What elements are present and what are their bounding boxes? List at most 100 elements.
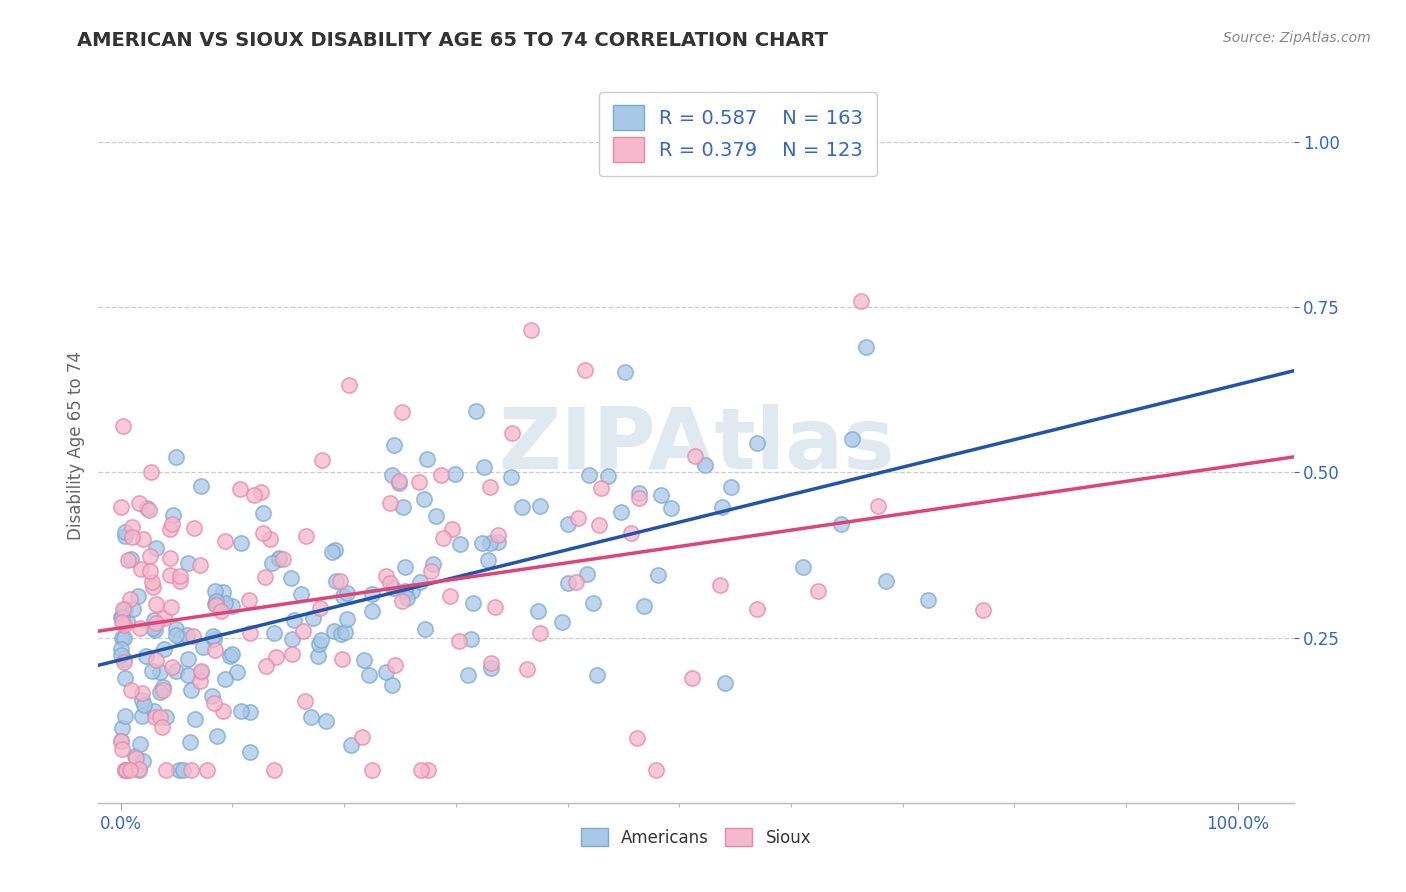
Point [413,491,436,506]
Point [529,626,551,640]
Point [501,425,523,440]
Point [112,631,135,645]
Point [114,708,136,723]
Point [114,525,136,540]
Point [588,518,610,533]
Point [479,535,502,549]
Point [131,709,153,723]
Point [557,575,579,590]
Point [381,467,404,482]
Point [439,590,461,604]
Point [457,668,479,682]
Point [121,530,143,544]
Point [432,531,454,545]
Point [745,602,768,616]
Point [683,449,706,463]
Point [311,632,333,647]
Point [190,664,212,678]
Point [201,690,224,704]
Point [311,453,333,467]
Point [281,648,304,662]
Point [111,721,134,735]
Point [160,659,183,673]
Point [582,596,605,610]
Point [112,655,135,669]
Point [479,661,502,675]
Point [214,533,236,548]
Point [382,438,405,452]
Point [394,583,416,598]
Point [281,632,304,647]
Point [323,624,346,638]
Point [315,714,337,729]
Point [391,405,413,419]
Point [209,604,232,618]
Point [378,576,401,591]
Point [479,656,502,670]
Point [264,649,287,664]
Point [361,763,384,777]
Point [479,479,502,493]
Point [202,696,225,710]
Point [152,610,174,624]
Point [115,763,138,777]
Point [129,737,152,751]
Point [135,649,157,664]
Point [375,665,398,680]
Point [138,503,160,517]
Point [132,698,155,712]
Point [917,592,939,607]
Point [465,404,488,418]
Point [165,628,187,642]
Point [409,575,432,590]
Point [408,475,430,490]
Point [239,705,262,719]
Point [290,587,312,601]
Point [195,763,218,777]
Point [167,763,190,777]
Point [155,710,177,724]
Point [141,466,163,480]
Point [387,476,409,491]
Point [143,624,166,638]
Point [120,552,142,566]
Point [375,569,398,583]
Point [118,763,141,777]
Point [394,560,416,574]
Point [211,704,233,718]
Point [444,467,467,481]
Text: AMERICAN VS SIOUX DISABILITY AGE 65 TO 74 CORRELATION CHART: AMERICAN VS SIOUX DISABILITY AGE 65 TO 7… [77,31,828,50]
Point [550,615,572,629]
Point [131,562,153,576]
Point [627,491,650,505]
Point [205,594,228,608]
Point [486,535,509,549]
Point [972,603,994,617]
Point [176,556,198,570]
Point [159,551,181,566]
Point [323,543,346,558]
Point [112,602,135,616]
Point [229,536,252,550]
Point [295,529,318,543]
Point [117,614,139,628]
Point [325,574,347,588]
Point [183,521,205,535]
Point [128,762,150,776]
Point [131,692,153,706]
Point [110,500,132,515]
Point [149,685,172,699]
Point [381,581,404,595]
Point [121,520,143,534]
Point [159,522,181,536]
Point [212,584,235,599]
Point [239,745,262,759]
Point [527,603,550,617]
Point [413,622,436,636]
Point [111,419,134,434]
Point [129,621,152,635]
Point [280,571,302,585]
Point [190,665,212,680]
Point [214,596,236,610]
Point [472,459,495,474]
